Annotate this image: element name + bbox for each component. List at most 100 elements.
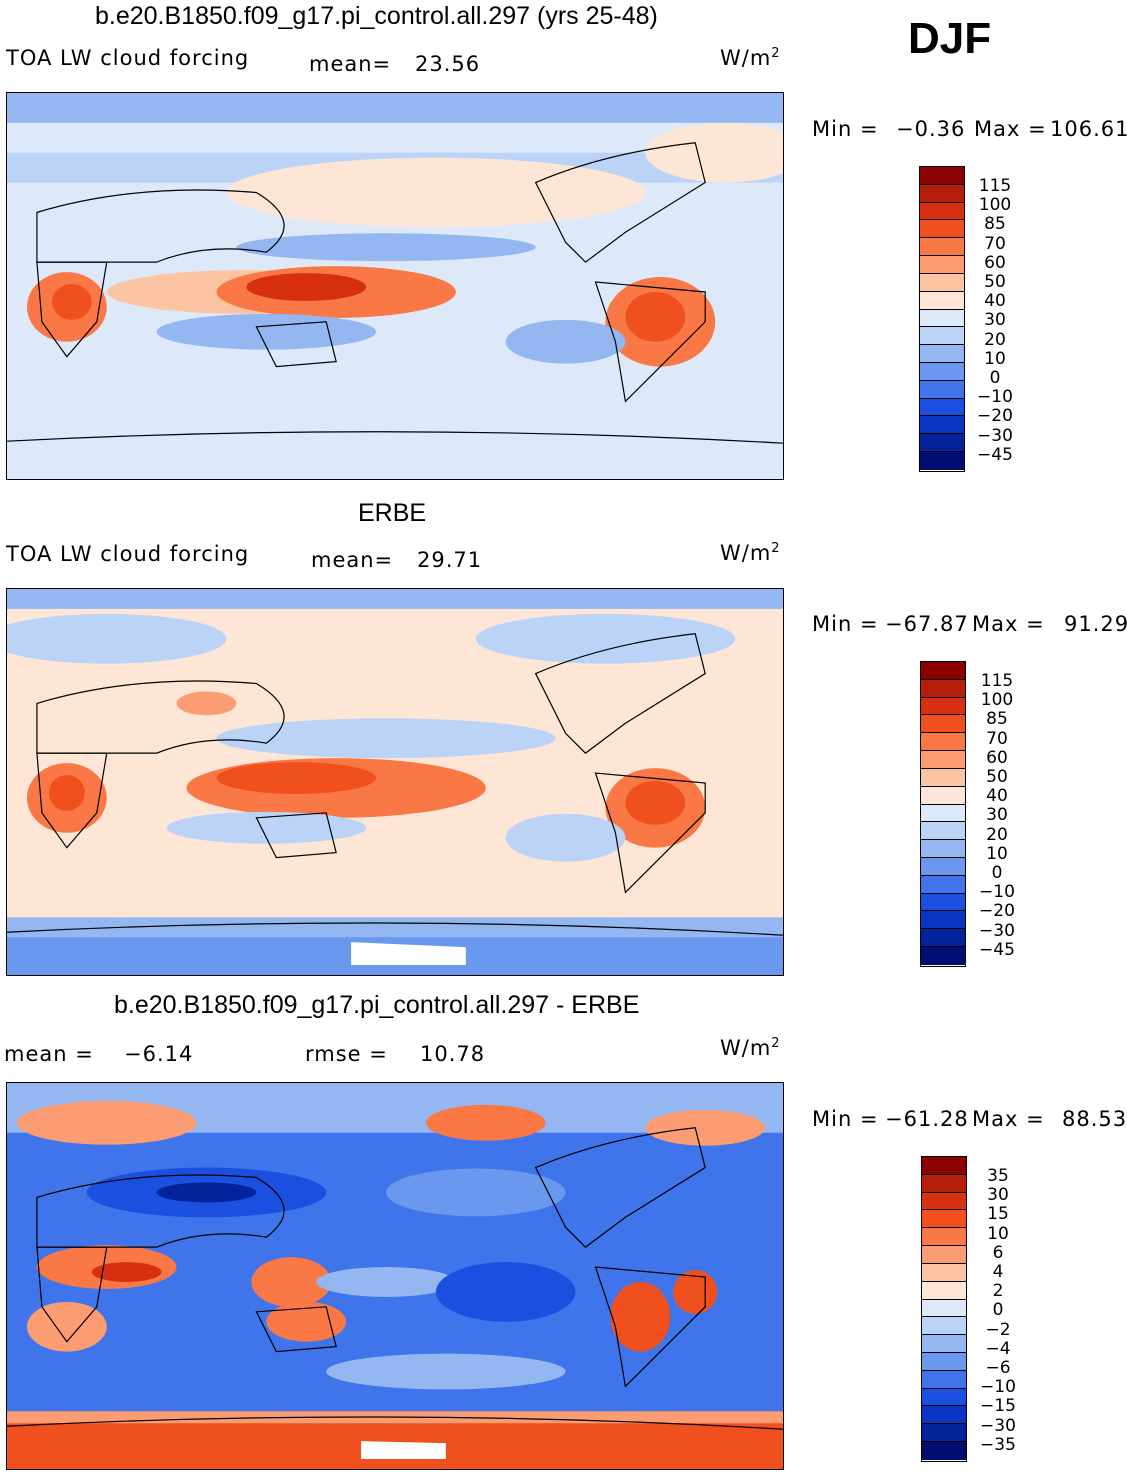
colorbar-tick-label: −45 bbox=[979, 939, 1015, 960]
panel-3-rmse-label: rmse = bbox=[305, 1042, 388, 1066]
colorbar-tick-label: 115 bbox=[980, 671, 1014, 691]
colorbar-swatch bbox=[921, 893, 965, 912]
colorbar-swatch bbox=[920, 362, 964, 381]
colorbar-swatch bbox=[921, 947, 965, 965]
panel-1-variable-label: TOA LW cloud forcing bbox=[6, 46, 250, 70]
colorbar-swatch bbox=[922, 1335, 966, 1353]
colorbar-tick-label: −2 bbox=[985, 1319, 1011, 1340]
colorbar-tick-label: 4 bbox=[992, 1262, 1004, 1282]
colorbar-swatch bbox=[920, 167, 964, 185]
panel-3-units: W/m2 bbox=[720, 1036, 781, 1060]
colorbar-tick-label: 70 bbox=[984, 233, 1006, 254]
panel-2-units: W/m2 bbox=[720, 541, 781, 565]
panel-3-map bbox=[6, 1082, 784, 1470]
colorbar-tick-label: 2 bbox=[992, 1281, 1004, 1302]
colorbar-swatch bbox=[920, 273, 964, 292]
season-label: DJF bbox=[908, 14, 992, 63]
colorbar-tick-label: 30 bbox=[986, 805, 1008, 826]
panel-3-max-value: 88.53 bbox=[1062, 1107, 1127, 1131]
colorbar-swatch bbox=[921, 786, 965, 805]
panel-3-min-label: Min = bbox=[812, 1107, 879, 1131]
panel-2-mean-label: mean= bbox=[311, 548, 394, 572]
panel-3-colorbar bbox=[921, 1156, 967, 1462]
colorbar-tick-label: −45 bbox=[977, 444, 1013, 465]
panel-3-mean-label: mean = bbox=[4, 1042, 94, 1066]
colorbar-tick-label: −15 bbox=[980, 1396, 1016, 1417]
colorbar-tick-label: 6 bbox=[992, 1242, 1004, 1263]
panel-3-min-value: −61.28 bbox=[885, 1107, 969, 1131]
colorbar-tick-label: −30 bbox=[977, 425, 1013, 446]
colorbar-tick-label: 10 bbox=[986, 843, 1008, 864]
colorbar-swatch bbox=[922, 1174, 966, 1193]
colorbar-swatch bbox=[920, 291, 964, 310]
colorbar-swatch bbox=[921, 733, 965, 752]
panel-3-title: b.e20.B1850.f09_g17.pi_control.all.297 -… bbox=[114, 991, 640, 1019]
colorbar-tick-label: 15 bbox=[987, 1204, 1009, 1225]
colorbar-swatch bbox=[920, 434, 964, 452]
colorbar-tick-label: 60 bbox=[984, 252, 1006, 273]
colorbar-swatch bbox=[921, 697, 965, 716]
colorbar-tick-label: −10 bbox=[980, 1377, 1016, 1398]
panel-1-max-value: 106.61 bbox=[1050, 117, 1127, 141]
colorbar-swatch bbox=[922, 1192, 966, 1211]
colorbar-tick-label: 35 bbox=[987, 1166, 1009, 1186]
colorbar-tick-label: 40 bbox=[984, 291, 1006, 312]
colorbar-swatch bbox=[922, 1388, 966, 1407]
panel-1-units: W/m2 bbox=[720, 46, 781, 70]
colorbar-tick-label: 0 bbox=[991, 863, 1003, 883]
colorbar-tick-label: 70 bbox=[986, 728, 1008, 749]
colorbar-swatch bbox=[920, 309, 964, 328]
colorbar-swatch bbox=[920, 220, 964, 239]
colorbar-swatch bbox=[921, 875, 965, 894]
panel-2-variable-label: TOA LW cloud forcing bbox=[6, 542, 250, 566]
colorbar-tick-label: −6 bbox=[985, 1358, 1011, 1378]
panel-2-title: ERBE bbox=[358, 499, 427, 527]
colorbar-swatch bbox=[922, 1317, 966, 1336]
colorbar-swatch bbox=[922, 1246, 966, 1264]
colorbar-swatch bbox=[920, 184, 964, 203]
colorbar-tick-label: −10 bbox=[977, 387, 1013, 408]
colorbar-tick-label: 85 bbox=[984, 214, 1006, 235]
colorbar-tick-label: 0 bbox=[989, 368, 1001, 388]
colorbar-tick-label: −20 bbox=[977, 406, 1013, 427]
colorbar-swatch bbox=[921, 911, 965, 930]
colorbar-swatch bbox=[922, 1263, 966, 1282]
panel-2-min-value: −67.87 bbox=[885, 612, 969, 636]
colorbar-swatch bbox=[922, 1157, 966, 1175]
colorbar-swatch bbox=[922, 1210, 966, 1229]
colorbar-swatch bbox=[922, 1370, 966, 1389]
colorbar-tick-label: 85 bbox=[986, 709, 1008, 730]
panel-1-max-label: Max = bbox=[974, 117, 1047, 141]
colorbar-swatch bbox=[921, 751, 965, 769]
panel-3-mean-value: −6.14 bbox=[124, 1042, 194, 1066]
panel-2-map bbox=[6, 588, 784, 976]
colorbar-tick-label: 30 bbox=[984, 310, 1006, 331]
colorbar-swatch bbox=[922, 1424, 966, 1442]
colorbar-swatch bbox=[922, 1281, 966, 1300]
panel-1-title: b.e20.B1850.f09_g17.pi_control.all.297 (… bbox=[95, 2, 658, 30]
colorbar-swatch bbox=[920, 238, 964, 257]
colorbar-tick-label: 40 bbox=[986, 786, 1008, 807]
colorbar-swatch bbox=[920, 380, 964, 399]
panel-3-rmse-value: 10.78 bbox=[420, 1042, 486, 1066]
panel-1-map bbox=[6, 92, 784, 480]
colorbar-swatch bbox=[920, 416, 964, 435]
panel-3-max-label: Max = bbox=[972, 1107, 1045, 1131]
colorbar-tick-label: −20 bbox=[979, 901, 1015, 922]
colorbar-swatch bbox=[922, 1442, 966, 1460]
colorbar-tick-label: 20 bbox=[986, 824, 1008, 845]
panel-1-colorbar bbox=[919, 166, 965, 472]
colorbar-tick-label: 20 bbox=[984, 329, 1006, 350]
colorbar-swatch bbox=[920, 345, 964, 363]
colorbar-swatch bbox=[922, 1228, 966, 1247]
colorbar-swatch bbox=[921, 715, 965, 734]
panel-1-min-label: Min = bbox=[812, 117, 879, 141]
colorbar-tick-label: 60 bbox=[986, 747, 1008, 768]
colorbar-swatch bbox=[921, 662, 965, 680]
colorbar-tick-label: −10 bbox=[979, 882, 1015, 903]
colorbar-tick-label: 0 bbox=[992, 1300, 1004, 1321]
colorbar-swatch bbox=[922, 1352, 966, 1371]
colorbar-swatch bbox=[920, 327, 964, 346]
panel-2-colorbar bbox=[920, 661, 966, 967]
colorbar-swatch bbox=[920, 398, 964, 417]
